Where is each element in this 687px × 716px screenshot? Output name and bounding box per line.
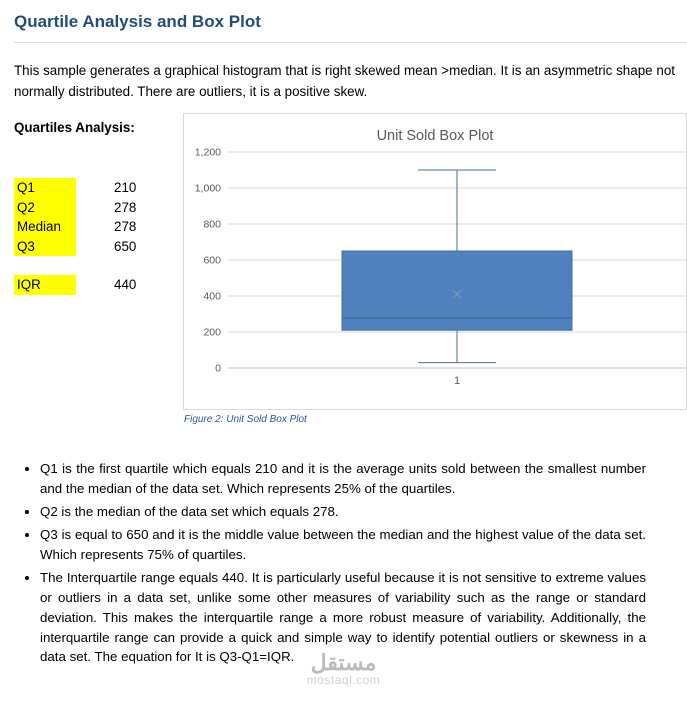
quartiles-table: Q1 210 Q2 278 Median 278 Q3 650 IQR 440: [14, 178, 136, 295]
quartile-value-q3: 650: [114, 238, 137, 254]
table-row: Q1 210: [14, 178, 136, 198]
bullet-iqr: The Interquartile range equals 440. It i…: [40, 568, 646, 668]
page-title: Quartile Analysis and Box Plot: [14, 12, 261, 31]
svg-text:1: 1: [454, 375, 460, 387]
quartile-label-iqr: IQR: [14, 275, 76, 295]
quartile-value-q2: 278: [114, 199, 137, 215]
svg-text:600: 600: [203, 255, 221, 267]
bullet-q1: Q1 is the first quartile which equals 21…: [40, 459, 646, 499]
watermark-arabic-text: مستقل: [310, 650, 377, 675]
boxplot-chart: Unit Sold Box Plot 0 200 400 600 800 1,000 1,2…: [183, 113, 687, 410]
svg-text:200: 200: [203, 327, 221, 339]
quartile-value-median: 278: [114, 219, 137, 235]
svg-text:1,200: 1,200: [195, 147, 221, 159]
analysis-bullets: Q1 is the first quartile which equals 21…: [40, 459, 646, 670]
quartile-value-iqr: 440: [114, 277, 137, 293]
chart-title: Unit Sold Box Plot: [376, 128, 494, 144]
intro-paragraph: This sample generates a graphical histog…: [14, 63, 675, 99]
boxplot-svg: 0 200 400 600 800 1,000 1,200 1: [195, 147, 686, 387]
svg-text:800: 800: [203, 219, 221, 231]
watermark: مستقل mostaql.com: [0, 650, 687, 687]
quartile-label-q1: Q1: [14, 178, 76, 198]
quartile-label-q2: Q2: [14, 197, 76, 217]
heading-block: Quartile Analysis and Box Plot: [14, 12, 687, 43]
svg-text:1,000: 1,000: [195, 183, 221, 195]
table-row: Q3 650: [14, 236, 137, 256]
quartile-value-q1: 210: [114, 180, 137, 196]
svg-text:400: 400: [203, 291, 221, 303]
quartiles-heading: Quartiles Analysis:: [14, 120, 135, 135]
table-row: IQR 440: [14, 275, 136, 295]
table-row: Q2 278: [14, 197, 137, 217]
quartile-label-q3: Q3: [14, 236, 76, 256]
table-row: Median 278: [14, 217, 136, 237]
figure-caption: Figure 2: Unit Sold Box Plot: [184, 414, 307, 425]
bullet-q2: Q2 is the median of the data set which e…: [40, 502, 646, 522]
quartile-label-median: Median: [14, 217, 76, 237]
svg-text:0: 0: [215, 363, 221, 375]
watermark-domain-text: mostaql.com: [306, 673, 381, 687]
bullet-q3: Q3 is equal to 650 and it is the middle …: [40, 525, 646, 565]
